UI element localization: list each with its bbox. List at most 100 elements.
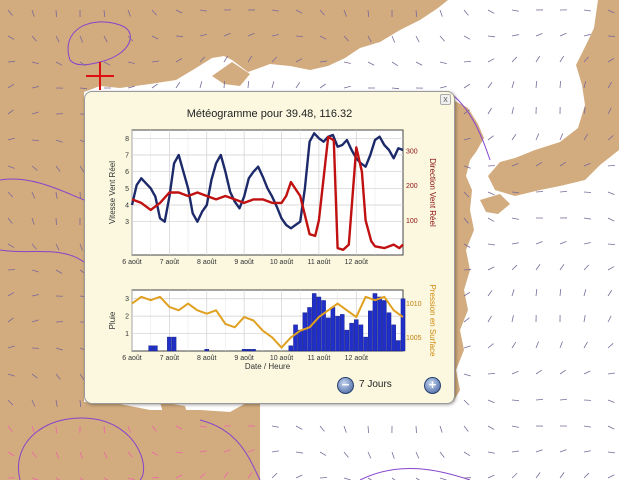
land-japan	[488, 0, 619, 196]
pressure-line	[131, 295, 404, 349]
wind-barb	[583, 33, 591, 37]
wind-barb	[55, 217, 57, 226]
meteogram-popup: Météogramme pour 39.48, 116.32 x 6 août 7…	[84, 91, 455, 404]
wind-barb	[559, 263, 565, 271]
wind-barb	[319, 9, 325, 16]
wind-barb	[55, 191, 58, 199]
rain-bar	[307, 307, 312, 352]
rain-bar	[386, 312, 392, 352]
wind-barb	[31, 35, 37, 42]
wind-barb	[583, 370, 591, 375]
wind-barb	[559, 341, 563, 349]
zoom-in-button[interactable]: +	[424, 377, 441, 394]
wind-barb	[535, 80, 538, 89]
wind-barb	[127, 35, 134, 42]
zoom-range-label: 7 Jours	[359, 379, 392, 390]
wind-barb	[7, 109, 14, 115]
wind-barb	[79, 477, 84, 480]
wind-barb	[31, 139, 40, 141]
wind-barb	[295, 474, 303, 479]
wind-barb	[127, 425, 131, 433]
rain-bar	[358, 324, 364, 352]
wind-barb	[583, 56, 589, 63]
wind-barb	[247, 55, 253, 63]
rain-bar	[382, 300, 387, 352]
wind-barb	[79, 243, 83, 251]
wind-barb	[31, 269, 39, 273]
wind-barb	[415, 9, 418, 18]
wind-barb	[463, 399, 470, 406]
land-peninsula	[212, 62, 250, 86]
rain-bar	[377, 296, 382, 352]
wind-barb	[7, 35, 15, 40]
wind-barb	[31, 191, 36, 199]
wind-barb	[199, 450, 207, 453]
x-tick-label: 11 août	[307, 355, 330, 362]
rain-bar	[167, 336, 172, 352]
wind-barb	[487, 243, 495, 246]
wind-barb	[463, 425, 469, 432]
close-button[interactable]: x	[440, 94, 451, 105]
y-axis-label: Pluie	[108, 311, 117, 329]
wind-barb	[607, 81, 613, 89]
wind-barb	[391, 451, 395, 459]
wind-barb	[7, 373, 15, 377]
isobar-3	[0, 249, 85, 263]
wind-barb	[511, 107, 514, 115]
wind-barb	[415, 35, 420, 43]
wind-barb	[319, 425, 325, 432]
wind-barb	[559, 190, 568, 193]
meteogram-charts: 6 août 7 août 8 août 9 août 10 août 11 août 12…	[108, 129, 437, 371]
wind-barb	[511, 472, 518, 479]
wind-barb	[607, 164, 616, 167]
popup-title: Météogramme pour 39.48, 116.32	[186, 108, 353, 120]
wind-barb	[7, 191, 14, 198]
wind-barb	[343, 451, 349, 458]
wind-barb	[7, 9, 13, 16]
wind-barb	[31, 9, 35, 17]
wind-barb	[583, 133, 589, 141]
wind-barb	[55, 399, 58, 407]
land-mainland-west	[0, 0, 448, 480]
wind-barb	[31, 165, 38, 171]
wind-barb	[583, 425, 591, 428]
rain-bar	[354, 319, 359, 352]
wind-barb	[199, 472, 206, 479]
y-tick-label: 6	[125, 169, 129, 176]
wind-barb	[487, 107, 492, 115]
wind-barb	[583, 264, 590, 271]
wind-barb	[583, 191, 592, 193]
rain-bar	[251, 349, 256, 352]
zoom-out-button[interactable]: −	[337, 377, 354, 394]
y-tick-label: 8	[125, 136, 129, 143]
wind-barb	[103, 9, 106, 18]
wind-barb	[487, 451, 495, 454]
isobar-7	[452, 94, 491, 161]
wind-barb	[487, 58, 495, 63]
wind-barb	[31, 61, 39, 65]
wind-barb	[7, 317, 14, 323]
y2-tick-label: 1010	[406, 301, 422, 308]
isobar-6	[359, 468, 471, 480]
wind-barb	[391, 61, 399, 67]
wind-barb	[511, 399, 520, 402]
wind-barb	[535, 241, 543, 245]
wind-barb	[199, 34, 207, 37]
wind-barb	[415, 425, 417, 434]
wind-barb	[79, 191, 81, 200]
wind-barb	[55, 373, 61, 380]
wind-barb	[583, 242, 591, 245]
wind-barb	[511, 56, 518, 63]
wind-barb	[559, 398, 568, 401]
wind-barb	[463, 373, 471, 377]
wind-barb	[319, 60, 327, 63]
wind-barb	[319, 35, 327, 40]
x-tick-label: 6 août	[122, 259, 142, 266]
location-marker-icon[interactable]	[86, 62, 114, 90]
wind-barb	[79, 451, 83, 459]
wind-barb	[31, 373, 38, 379]
wind-barb	[295, 81, 301, 89]
wind-barb	[559, 161, 567, 167]
wind-barb	[127, 451, 133, 458]
y-tick-label: 2	[125, 314, 129, 321]
